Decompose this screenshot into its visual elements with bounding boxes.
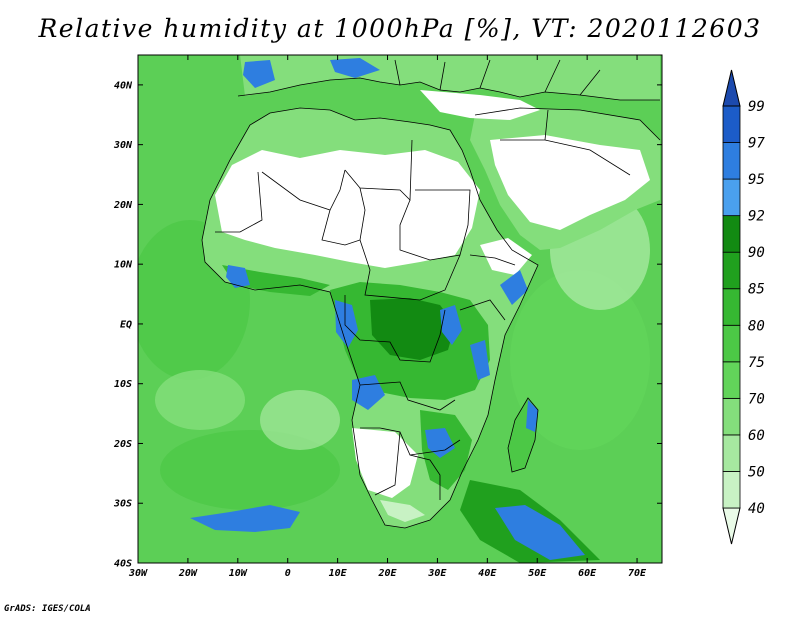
x-tick-label: 0 [285, 568, 291, 579]
colorbar-swatch [722, 471, 741, 509]
chart-title: Relative humidity at 1000hPa [%], VT: 20… [38, 14, 762, 43]
kalahari-dry-region [352, 428, 418, 498]
country-borders [201, 59, 661, 529]
x-tick-label: 30E [427, 568, 447, 579]
x-tick-label: 60E [578, 568, 597, 579]
border-line [394, 59, 601, 96]
credit-label: GrADS: IGES/COLA [4, 604, 91, 614]
x-tick-label: 40E [478, 568, 497, 579]
y-tick-label: 20N [113, 200, 133, 211]
border-line [321, 187, 366, 246]
colorbar-label: 40 [748, 501, 765, 517]
x-tick-label: 70E [628, 568, 647, 579]
saturated-area [243, 60, 275, 88]
arabia-dry-region [490, 135, 650, 230]
border-line [215, 171, 263, 233]
colorbar-swatch [722, 361, 741, 399]
x-tick-label: 20W [178, 568, 198, 579]
axis-ticks: 30W 20W 10W 0 10E 20E 30E 40E 50E 60E 70E 40N 30N 20N… [113, 55, 662, 579]
ocean-moist-patch [160, 430, 340, 510]
colorbar-swatch [722, 288, 741, 326]
border-line [474, 107, 661, 176]
y-tick-label: 40N [114, 80, 133, 91]
guinea-coast-humid [222, 265, 330, 296]
y-tick-label: 30S [113, 499, 132, 510]
colorbar-swatch [722, 251, 741, 290]
y-tick-label: 40S [114, 559, 132, 570]
colorbar-label: 95 [748, 172, 765, 188]
map-area [138, 55, 662, 563]
border-line [359, 239, 461, 301]
saturated-area [500, 270, 528, 305]
colorbar-swatch [722, 178, 741, 217]
colorbar-label: 85 [748, 282, 765, 298]
border-line [409, 439, 461, 456]
border-line [399, 189, 471, 261]
border-line [344, 139, 413, 201]
ocean-dry-patch [260, 390, 340, 450]
colorbar-label: 70 [748, 391, 765, 407]
colorbar-under-triangle [722, 507, 741, 545]
colorbar-over-triangle [722, 69, 741, 107]
colorbar-label: 80 [748, 318, 765, 334]
colorbar-label: 60 [748, 428, 765, 444]
saturated-area [190, 505, 300, 532]
saturated-area [495, 505, 585, 560]
colorbar-swatch [722, 324, 741, 363]
colorbar-label: 99 [748, 99, 765, 115]
colorbar: 40 50 60 70 75 80 85 90 92 95 97 99 [722, 69, 765, 545]
y-tick-label: 10N [114, 260, 133, 271]
colorbar-swatch [722, 397, 741, 436]
saturated-area [440, 305, 462, 345]
saturated-area [470, 340, 490, 380]
border-line [469, 254, 516, 266]
colorbar-label: 97 [748, 136, 765, 152]
colorbar-swatch [722, 142, 741, 180]
border-line [374, 431, 401, 496]
x-tick-label: 30W [128, 568, 148, 579]
colorbar-swatch [722, 215, 741, 253]
saturated-area [335, 300, 358, 348]
horn-dry-region [480, 238, 532, 275]
ocean-moist-patch [510, 270, 650, 450]
saturated-area [526, 400, 538, 432]
border-line [459, 299, 506, 321]
y-tick-label: 20S [113, 439, 132, 450]
sahara-dry-region [215, 150, 480, 268]
x-tick-label: 20E [377, 568, 397, 579]
colorbar-swatch [722, 434, 741, 472]
colorbar-label: 75 [748, 355, 765, 371]
y-tick-label: 30N [113, 140, 133, 151]
border-line [359, 381, 456, 411]
colorbar-label: 50 [748, 464, 765, 480]
south-africa-dry-region [380, 500, 425, 522]
border-line [507, 397, 539, 473]
map-frame [137, 54, 663, 564]
saturated-area [226, 265, 250, 288]
colorbar-swatch [722, 105, 741, 143]
x-tick-label: 10E [329, 568, 348, 579]
colorbar-label: 90 [748, 245, 765, 261]
border-line [201, 107, 539, 529]
x-tick-label: 50E [528, 568, 547, 579]
saturated-area [425, 428, 455, 458]
colorbar-label: 92 [748, 209, 765, 225]
ocean-dry-patch [155, 370, 245, 430]
y-tick-label: EQ [120, 319, 132, 330]
border-line [344, 295, 446, 363]
saturated-area [330, 58, 380, 78]
mediterranean-dry-region [420, 90, 540, 120]
y-tick-label: 10S [114, 379, 132, 390]
x-tick-label: 10W [229, 568, 248, 579]
